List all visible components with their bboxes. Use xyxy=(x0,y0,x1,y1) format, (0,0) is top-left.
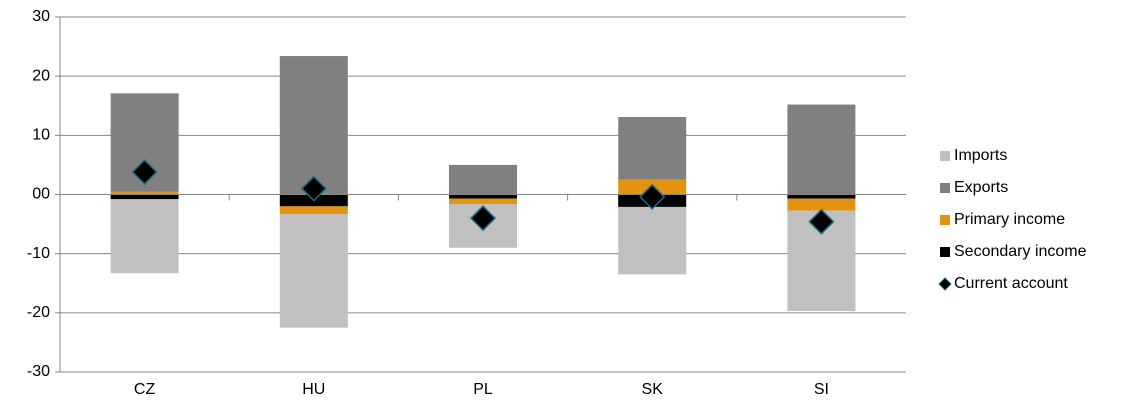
y-tick-label: 10 xyxy=(32,127,50,144)
y-tick-label: 30 xyxy=(32,8,50,25)
bar-segment xyxy=(110,191,179,195)
bar-segment xyxy=(279,206,348,215)
x-tick-label: CZ xyxy=(134,381,156,398)
bar-segment xyxy=(787,198,856,211)
bar-segment xyxy=(279,214,348,328)
x-tick-label: PL xyxy=(473,381,493,398)
y-tick-label: 20 xyxy=(32,67,50,84)
bar-segment xyxy=(449,164,517,195)
y-tick-label: 00 xyxy=(32,186,50,203)
bar-segment xyxy=(449,194,517,199)
x-tick-label: SK xyxy=(642,381,664,398)
bar-segment xyxy=(787,194,856,199)
legend-label: Current account xyxy=(954,275,1068,292)
legend-swatch xyxy=(940,151,950,161)
legend-swatch xyxy=(940,215,950,225)
legend-marker xyxy=(938,277,952,291)
x-tick-label: HU xyxy=(302,381,325,398)
legend-label: Exports xyxy=(954,179,1008,196)
legend-swatch xyxy=(940,247,950,257)
bar-segment xyxy=(618,116,687,180)
y-tick-label: -10 xyxy=(27,245,50,262)
legend-label: Primary income xyxy=(954,211,1065,228)
y-tick-label: -30 xyxy=(27,363,50,380)
bar-segment xyxy=(110,194,179,200)
marker xyxy=(300,175,327,202)
y-tick-label: -20 xyxy=(27,304,50,321)
marker xyxy=(469,205,497,232)
legend-label: Imports xyxy=(954,147,1007,164)
legend-swatch xyxy=(940,183,950,193)
marker xyxy=(639,183,666,210)
marker xyxy=(131,158,158,186)
marker xyxy=(808,208,835,235)
bar-segment xyxy=(449,198,517,204)
x-tick-label: SI xyxy=(814,381,829,398)
legend-label: Secondary income xyxy=(954,243,1087,260)
bar-segment xyxy=(279,56,348,195)
bar-segment xyxy=(618,206,687,275)
bar-segment xyxy=(787,104,856,195)
bar-segment xyxy=(110,199,179,274)
